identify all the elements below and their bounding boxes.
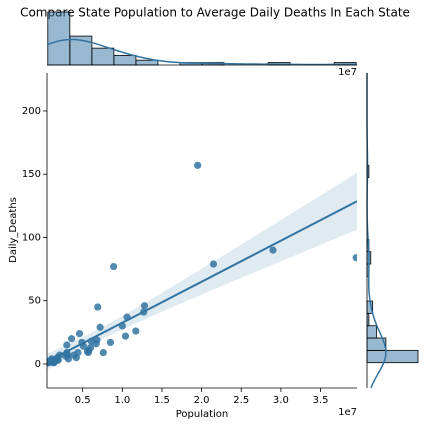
y-tick-label: 0 — [35, 359, 41, 370]
x-axis-label: Population — [176, 409, 229, 420]
regression-line — [47, 200, 357, 363]
data-point — [118, 322, 126, 330]
data-point — [62, 352, 70, 360]
data-point — [87, 337, 95, 345]
x-tick-label: 2.5 — [233, 395, 249, 406]
confidence-band — [47, 172, 357, 370]
top-kde — [46, 38, 358, 66]
y-tick-label: 150 — [22, 169, 41, 180]
data-point — [352, 254, 357, 262]
data-point — [269, 246, 277, 254]
data-point — [140, 302, 149, 310]
data-point — [123, 313, 131, 321]
y-axis-label: Daily_Deaths — [8, 197, 19, 263]
data-point — [209, 260, 218, 268]
y-tick-label: 100 — [22, 232, 41, 243]
x-tick-label: 2.0 — [194, 395, 210, 406]
plot-area — [47, 161, 357, 370]
right-hist-bar — [366, 349, 419, 364]
x-tick-label: 0.5 — [75, 395, 91, 406]
top-hist-bar — [135, 59, 159, 66]
x-tick-label: 3.0 — [273, 395, 289, 406]
top-offset-label: 1e7 — [338, 67, 357, 78]
y-tick-label: 50 — [28, 296, 41, 307]
data-point — [194, 161, 202, 169]
data-point — [109, 262, 118, 271]
data-point — [106, 338, 115, 347]
data-point — [121, 332, 130, 340]
chart-title: Compare State Population to Average Dail… — [20, 6, 410, 20]
data-point — [75, 330, 84, 338]
top-hist-bar — [47, 11, 71, 66]
data-point — [96, 323, 104, 331]
y-tick-label: 200 — [22, 106, 41, 117]
data-point — [67, 335, 76, 343]
data-point — [70, 351, 78, 359]
x-offset-label: 1e7 — [338, 407, 357, 418]
data-point — [63, 341, 71, 349]
data-point — [83, 347, 92, 355]
x-tick-label: 1.0 — [114, 395, 130, 406]
right-hist-bar — [366, 325, 377, 339]
top-hist-bar — [113, 54, 137, 66]
data-point — [47, 359, 52, 367]
data-point — [132, 327, 140, 335]
data-point — [140, 308, 148, 316]
top-hist-bar — [91, 47, 115, 66]
data-point — [99, 348, 107, 357]
x-tick-label: 3.5 — [313, 395, 329, 406]
x-tick-label: 1.5 — [154, 395, 170, 406]
data-point — [94, 303, 102, 311]
data-point — [78, 338, 86, 347]
